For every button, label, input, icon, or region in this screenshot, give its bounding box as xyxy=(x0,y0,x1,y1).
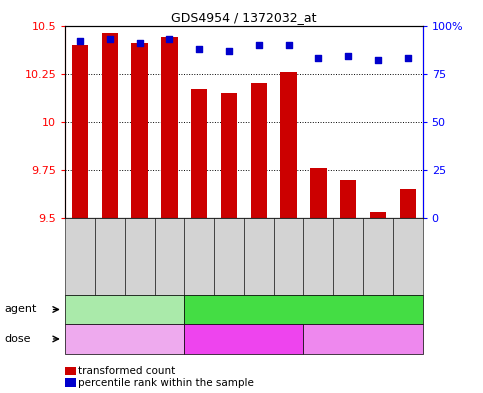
Text: 160 uM: 160 uM xyxy=(223,334,265,344)
Title: GDS4954 / 1372032_at: GDS4954 / 1372032_at xyxy=(171,11,317,24)
Text: control: control xyxy=(105,334,144,344)
Text: untreated: untreated xyxy=(97,305,152,314)
Text: GSM1240498: GSM1240498 xyxy=(373,231,383,282)
Point xyxy=(196,46,203,52)
Point xyxy=(255,42,263,48)
Bar xyxy=(102,33,118,218)
Bar xyxy=(191,89,207,218)
Bar xyxy=(399,189,416,218)
Point xyxy=(404,55,412,61)
Text: GSM1240497: GSM1240497 xyxy=(255,231,263,282)
Bar xyxy=(65,378,76,387)
Bar xyxy=(72,45,88,218)
Text: GSM1240495: GSM1240495 xyxy=(344,231,353,282)
Point xyxy=(76,38,84,44)
Text: GSM1240500: GSM1240500 xyxy=(284,231,293,282)
Bar xyxy=(340,180,356,218)
Bar xyxy=(370,212,386,218)
Text: GSM1240492: GSM1240492 xyxy=(314,231,323,282)
Bar xyxy=(221,93,237,218)
Point xyxy=(344,53,352,59)
Bar xyxy=(281,72,297,218)
Text: GSM1240494: GSM1240494 xyxy=(225,231,233,282)
Text: GSM1240493: GSM1240493 xyxy=(105,231,114,282)
Text: GSM1240491: GSM1240491 xyxy=(195,231,204,282)
Point xyxy=(314,55,322,61)
Point xyxy=(106,36,114,42)
Text: GSM1240501: GSM1240501 xyxy=(403,231,412,282)
Point xyxy=(166,36,173,42)
Text: dose: dose xyxy=(5,334,31,344)
Text: GSM1240490: GSM1240490 xyxy=(76,231,85,282)
Text: GSM1240499: GSM1240499 xyxy=(165,231,174,282)
Bar xyxy=(251,83,267,218)
Text: cobalt chloride: cobalt chloride xyxy=(262,305,345,314)
Bar xyxy=(65,367,76,375)
Bar xyxy=(131,43,148,218)
Text: GSM1240496: GSM1240496 xyxy=(135,231,144,282)
Text: transformed count: transformed count xyxy=(78,366,175,376)
Text: 310 uM: 310 uM xyxy=(342,334,384,344)
Text: agent: agent xyxy=(5,305,37,314)
Text: percentile rank within the sample: percentile rank within the sample xyxy=(78,378,254,388)
Point xyxy=(225,48,233,54)
Point xyxy=(136,40,143,46)
Bar xyxy=(310,168,327,218)
Point xyxy=(374,57,382,63)
Bar xyxy=(161,37,178,218)
Point xyxy=(285,42,293,48)
